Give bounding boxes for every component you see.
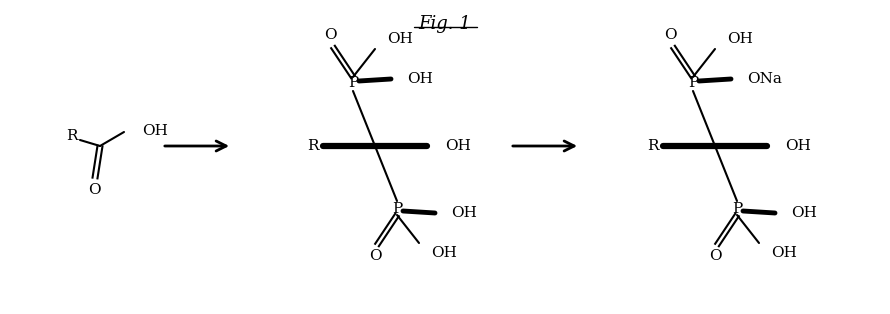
Text: OH: OH [387, 32, 413, 46]
Text: O: O [708, 249, 721, 263]
Text: P: P [732, 202, 742, 216]
Text: ONa: ONa [747, 72, 782, 86]
Text: O: O [664, 28, 676, 42]
Text: R: R [307, 139, 319, 153]
Text: P: P [392, 202, 402, 216]
Text: P: P [688, 76, 698, 90]
Text: OH: OH [785, 139, 811, 153]
Text: R: R [647, 139, 659, 153]
Text: O: O [368, 249, 381, 263]
Text: OH: OH [407, 72, 433, 86]
Text: OH: OH [791, 206, 817, 220]
Text: R: R [66, 129, 77, 143]
Text: O: O [324, 28, 336, 42]
Text: OH: OH [451, 206, 477, 220]
Text: P: P [348, 76, 358, 90]
Text: Fig. 1: Fig. 1 [418, 15, 472, 33]
Text: OH: OH [771, 246, 797, 260]
Text: OH: OH [142, 124, 168, 138]
Text: OH: OH [431, 246, 457, 260]
Text: OH: OH [445, 139, 471, 153]
Text: OH: OH [727, 32, 753, 46]
Text: O: O [88, 183, 101, 197]
